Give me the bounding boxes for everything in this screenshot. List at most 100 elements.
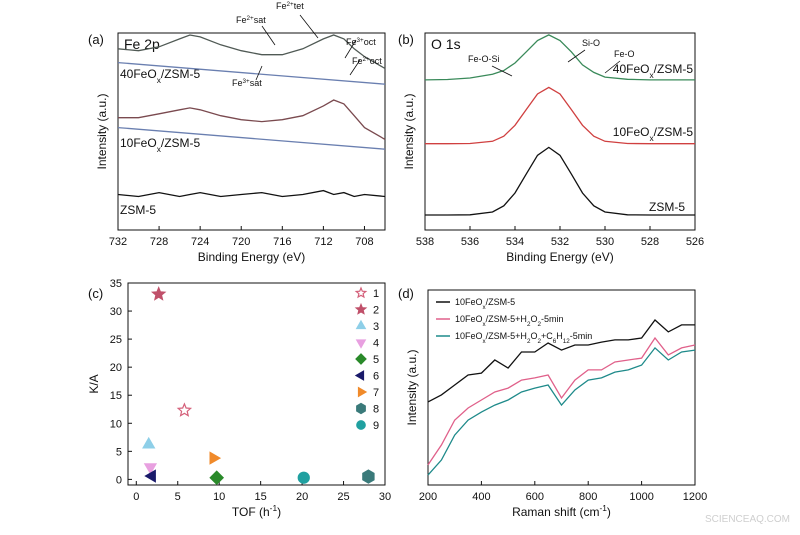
- legend-marker: [354, 370, 365, 381]
- y-tick-label: 20: [110, 362, 122, 374]
- series-label-part: x: [649, 70, 654, 80]
- x-tick-label: 532: [551, 236, 569, 248]
- panel-title: O 1s: [431, 36, 461, 52]
- x-tick-label: 1200: [683, 491, 707, 503]
- legend-marker: [356, 420, 366, 430]
- series-line: [425, 86, 695, 145]
- annotation: Si-O: [582, 38, 600, 48]
- x-tick-label: 530: [596, 236, 614, 248]
- series-label-part: 10FeO: [613, 125, 650, 139]
- panel-label: (b): [398, 32, 414, 47]
- legend-label-part: O: [530, 314, 537, 324]
- series-line: [427, 319, 695, 403]
- x-tick-label: 1000: [629, 491, 653, 503]
- marker: [362, 469, 375, 484]
- legend-label-part: /ZSM-5: [486, 297, 516, 307]
- y-tick-label: 15: [110, 390, 122, 402]
- legend-label: 8: [373, 404, 379, 416]
- x-axis-label: Binding Energy (eV): [506, 250, 613, 264]
- legend-marker: [356, 402, 366, 415]
- marker: [209, 451, 222, 465]
- x-tick-label: 720: [232, 236, 250, 248]
- annotation-arrow: [344, 39, 357, 59]
- y-axis-label: K/A: [87, 374, 101, 393]
- y-axis-label: Intensity (a.u.): [95, 93, 109, 169]
- annotation: Fe2+sat: [236, 15, 266, 26]
- marker: [176, 402, 193, 417]
- annotation-arrow: [255, 65, 263, 81]
- annotation: Fe3+sat: [232, 78, 262, 89]
- legend-label-part: /ZSM-5+H: [486, 314, 527, 324]
- x-axis-label-part: Binding Energy (eV): [198, 250, 305, 264]
- x-axis-label: Raman shift (cm-1): [512, 503, 611, 519]
- legend-label: 2: [373, 305, 379, 317]
- annotation-part: Fe: [352, 56, 363, 66]
- annotation-arrow: [491, 65, 513, 77]
- series-label-part: 40FeO: [120, 67, 157, 81]
- annotation-part: sat: [250, 78, 263, 88]
- x-axis-label-part: -1: [599, 503, 607, 513]
- marker: [150, 286, 167, 301]
- watermark: SCIENCEAQ.COM: [705, 514, 790, 525]
- plot-frame: [117, 32, 386, 231]
- legend-label-part: 12: [563, 338, 571, 345]
- panel-label: (c): [88, 286, 103, 301]
- x-tick-label: 5: [175, 491, 181, 503]
- y-axis-label: Intensity (a.u.): [405, 349, 419, 425]
- y-axis-label-part: Intensity (a.u.): [402, 93, 416, 169]
- legend-label: 6: [373, 371, 379, 383]
- plot-frame: [127, 282, 386, 486]
- x-tick-label: 30: [379, 491, 391, 503]
- series-line: [118, 99, 386, 140]
- series-label: 10FeOx/ZSM-5: [613, 125, 694, 143]
- series-line: [117, 61, 386, 85]
- y-tick-label: 35: [110, 278, 122, 290]
- series-label-part: x: [157, 144, 162, 154]
- annotation-part: oct: [370, 56, 383, 66]
- x-tick-label: 400: [472, 491, 490, 503]
- y-tick-label: 5: [116, 446, 122, 458]
- legend-label-part: 10FeO: [455, 297, 483, 307]
- x-axis-label: Binding Energy (eV): [198, 250, 305, 264]
- series-label: 40FeOx/ZSM-5: [120, 67, 201, 85]
- panel-label: (d): [398, 286, 414, 301]
- x-axis-label-part: ): [277, 505, 281, 519]
- annotation-arrow: [567, 49, 586, 63]
- y-axis-label-part: Intensity (a.u.): [95, 93, 109, 169]
- legend-label-part: x: [483, 321, 487, 328]
- legend-label-part: 2: [537, 338, 541, 345]
- legend-marker: [354, 302, 368, 315]
- legend-label-part: 10FeO: [455, 331, 483, 341]
- legend-label-part: /ZSM-5+H: [486, 331, 527, 341]
- x-tick-label: 800: [579, 491, 597, 503]
- series-label-part: /ZSM-5: [654, 125, 694, 139]
- series-line: [117, 126, 386, 150]
- annotation: Fe-O-Si: [468, 54, 500, 64]
- series-label-part: 40FeO: [613, 62, 650, 76]
- x-tick-label: 10: [213, 491, 225, 503]
- series-line: [424, 34, 695, 81]
- annotation-part: tet: [294, 1, 305, 11]
- series-line: [427, 336, 696, 466]
- annotation: Fe2+oct: [352, 56, 382, 67]
- annotation-arrow: [299, 14, 319, 39]
- series-label: ZSM-5: [649, 200, 685, 214]
- legend-label: 10FeOx/ZSM-5+H2O2-5min: [455, 314, 564, 328]
- annotation-arrow: [604, 60, 621, 74]
- x-tick-label: 712: [314, 236, 332, 248]
- legend-marker: [355, 339, 367, 349]
- x-axis-label-part: -1: [270, 503, 278, 513]
- y-axis-label-part: K/A: [87, 374, 101, 393]
- annotation: Fe-O: [614, 49, 635, 59]
- marker: [297, 471, 310, 484]
- legend-label: 4: [373, 338, 379, 350]
- annotation-part: 2+: [247, 15, 255, 22]
- annotation-arrow: [261, 25, 276, 46]
- x-axis-label-part: Binding Energy (eV): [506, 250, 613, 264]
- legend-label: 9: [373, 420, 379, 432]
- y-tick-label: 25: [110, 334, 122, 346]
- x-tick-label: 732: [109, 236, 127, 248]
- series-label-part: /ZSM-5: [161, 136, 201, 150]
- legend-label-part: 10FeO: [455, 314, 483, 324]
